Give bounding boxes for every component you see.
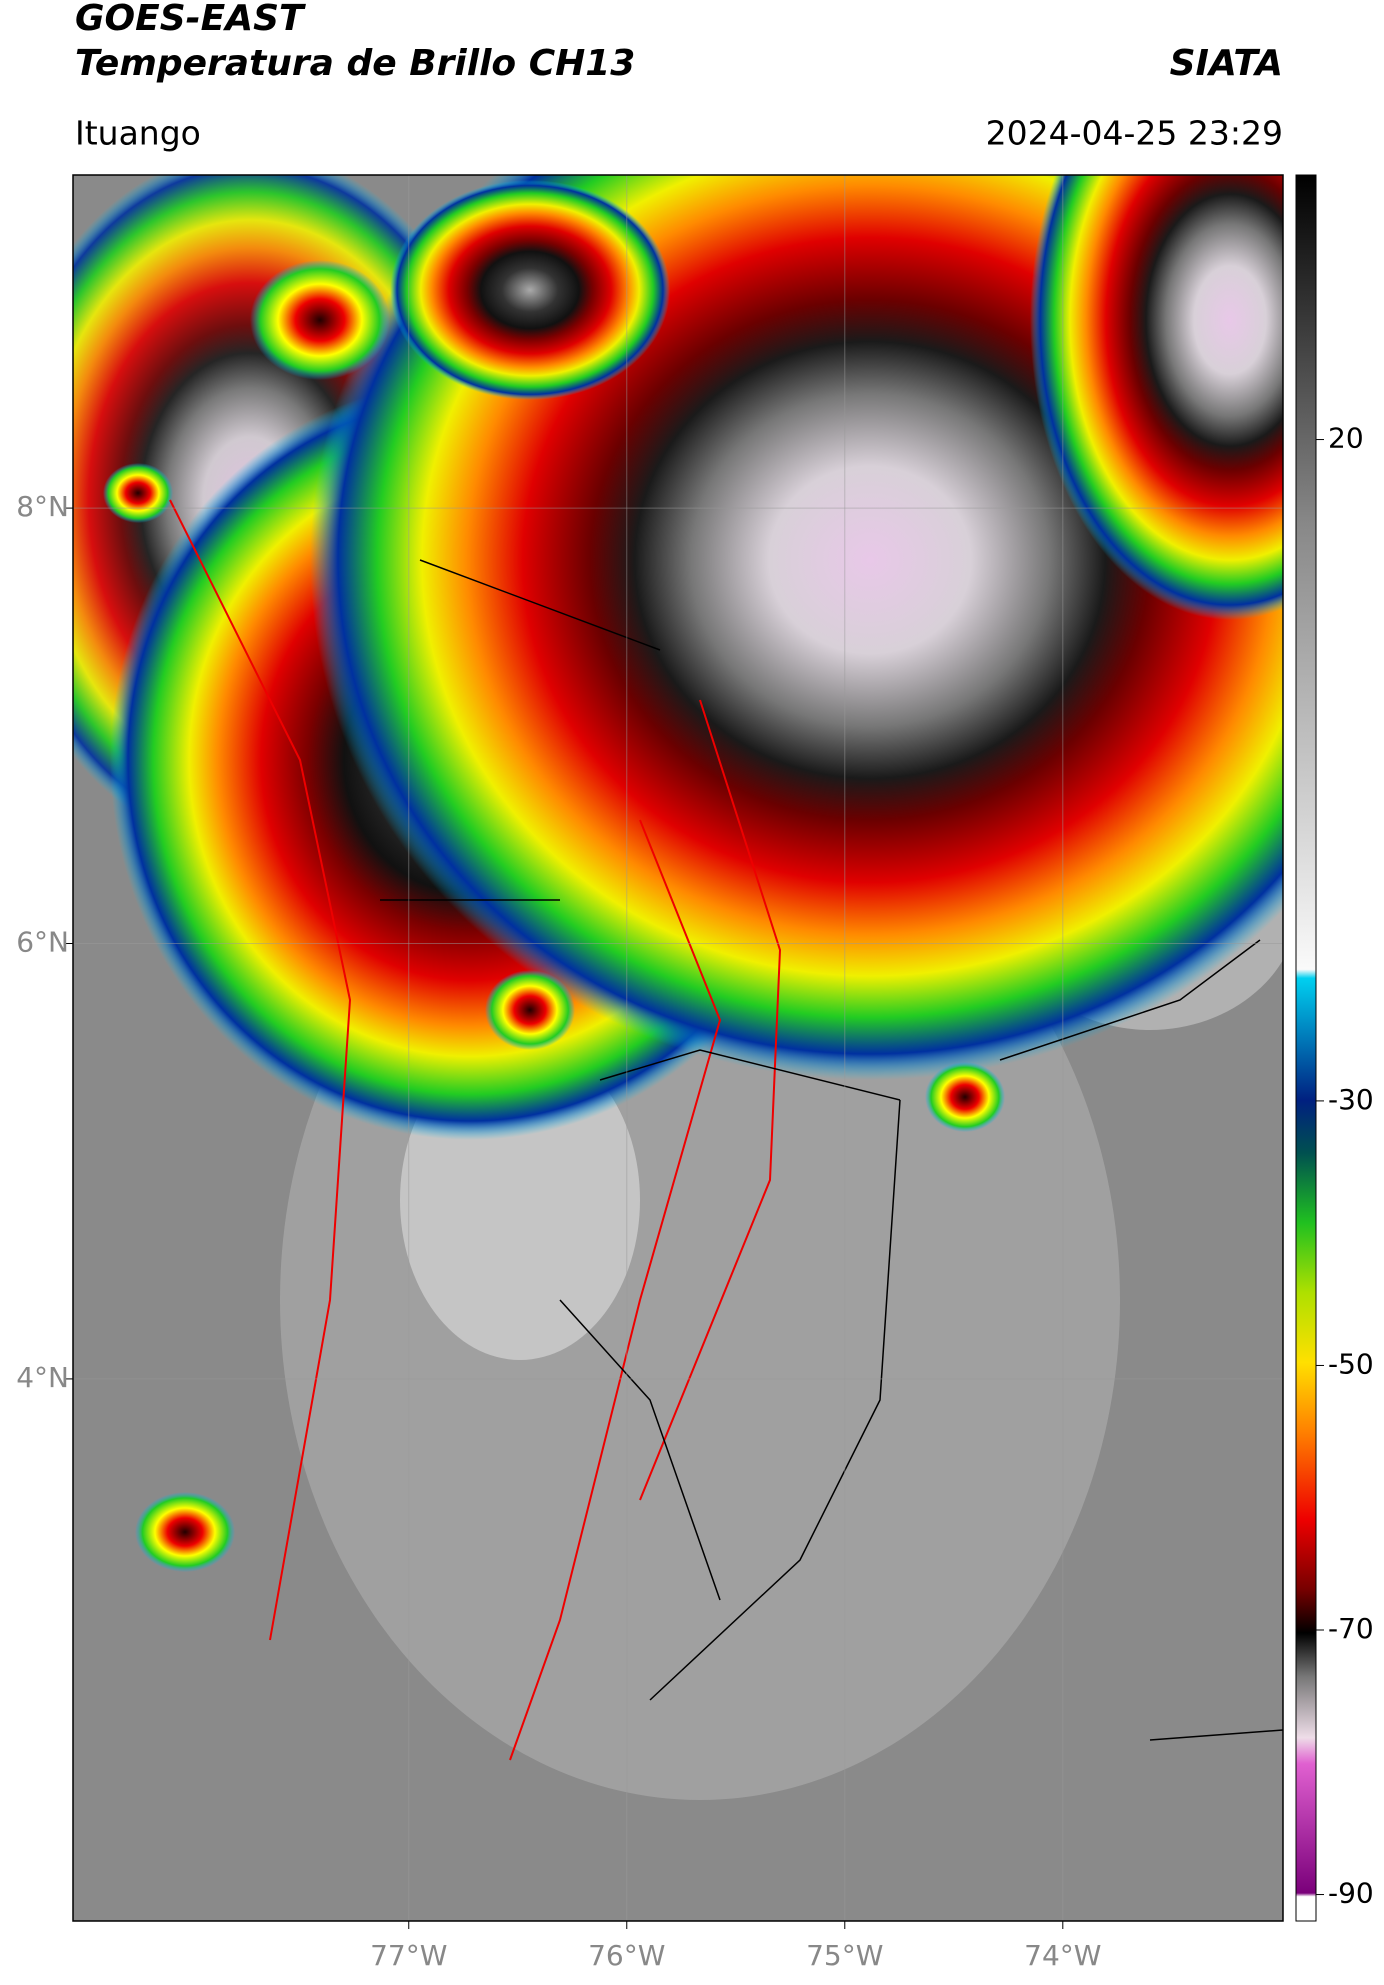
timestamp: 2024-04-25 23:29: [986, 114, 1283, 153]
x-tick-label: 77°W: [370, 1939, 447, 1972]
title: GOES-EAST: [75, 0, 306, 39]
colorbar: [1295, 174, 1317, 1922]
x-tick-label: 76°W: [588, 1939, 665, 1972]
y-tick-label: 6°N: [16, 926, 69, 959]
y-tick-label: 8°N: [16, 490, 69, 523]
colorbar-tick-label: -90: [1328, 1877, 1374, 1910]
source: SIATA: [1170, 43, 1283, 84]
subtitle: Temperatura de Brillo CH13: [75, 43, 635, 84]
map-frame: [72, 174, 1284, 1922]
x-tick-label: 75°W: [806, 1939, 883, 1972]
graticule: [73, 175, 1283, 1921]
y-tick-label: 4°N: [16, 1361, 69, 1394]
colorbar-tick-label: -30: [1328, 1083, 1374, 1116]
colorbar-tick-label: -50: [1328, 1347, 1374, 1380]
colorbar-tick-label: 20: [1328, 422, 1364, 455]
location: Ituango: [75, 114, 201, 153]
x-tick-label: 74°W: [1024, 1939, 1101, 1972]
colorbar-tick-label: -70: [1328, 1612, 1374, 1645]
satellite-image: [73, 175, 1283, 1921]
